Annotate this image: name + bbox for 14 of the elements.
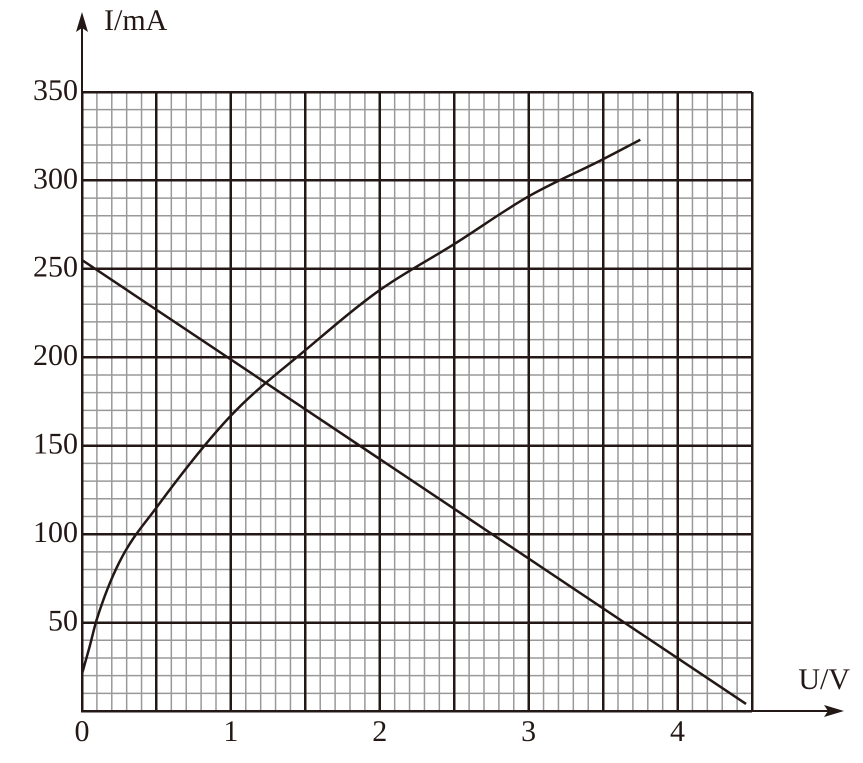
y-tick-label: 350 xyxy=(33,74,78,107)
y-tick-label: 100 xyxy=(33,516,78,550)
y-tick-label: 300 xyxy=(33,162,78,196)
x-tick-label: 0 xyxy=(74,714,90,748)
x-tick-label: 1 xyxy=(223,714,238,748)
y-tick-label: 250 xyxy=(33,250,78,284)
y-tick-label: 200 xyxy=(33,339,78,372)
y-axis-title: I/mA xyxy=(104,4,168,37)
y-tick-label: 50 xyxy=(48,604,78,638)
y-tick-label: 150 xyxy=(33,428,78,461)
x-tick-label: 2 xyxy=(372,714,388,748)
x-axis-title: U/V xyxy=(798,662,850,696)
x-tick-label: 3 xyxy=(521,714,536,748)
x-tick-label: 4 xyxy=(670,714,686,748)
